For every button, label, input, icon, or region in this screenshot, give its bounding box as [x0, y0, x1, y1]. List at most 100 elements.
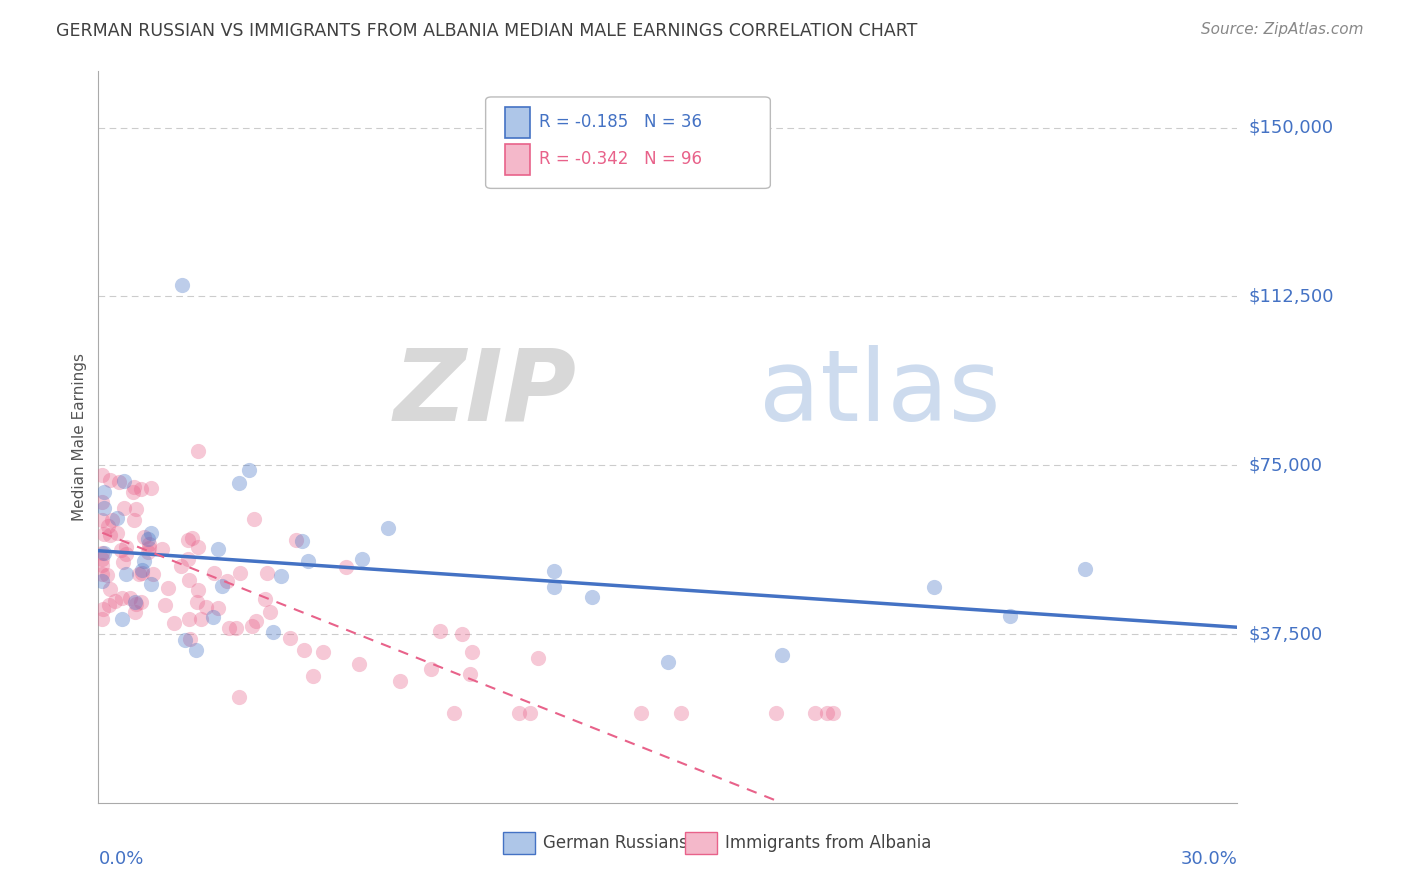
Point [519, 706, 541, 720]
Point [1074, 562, 1097, 576]
Point [155, 598, 177, 612]
Point [156, 582, 179, 596]
Point [132, 530, 155, 544]
Point [93, 500, 115, 515]
Text: Source: ZipAtlas.com: Source: ZipAtlas.com [1201, 22, 1364, 37]
Point [630, 706, 652, 720]
Point [297, 554, 319, 568]
Point [190, 611, 212, 625]
Point [770, 648, 793, 662]
Point [105, 526, 128, 541]
Point [207, 541, 229, 556]
Point [111, 556, 134, 570]
Y-axis label: Median Male Earnings: Median Male Earnings [72, 353, 87, 521]
Point [136, 545, 159, 559]
Point [111, 591, 134, 605]
Point [129, 482, 152, 496]
Point [138, 541, 160, 555]
Point [217, 574, 239, 589]
Text: GERMAN RUSSIAN VS IMMIGRANTS FROM ALBANIA MEDIAN MALE EARNINGS CORRELATION CHART: GERMAN RUSSIAN VS IMMIGRANTS FROM ALBANI… [56, 22, 918, 40]
Text: Immigrants from Albania: Immigrants from Albania [725, 834, 931, 852]
Text: atlas: atlas [759, 344, 1001, 442]
Point [253, 592, 276, 607]
Point [228, 475, 250, 490]
Point [142, 567, 165, 582]
Point [91, 513, 114, 527]
Text: $37,500: $37,500 [1249, 625, 1323, 643]
Point [122, 484, 145, 499]
Point [508, 706, 530, 720]
Point [129, 595, 152, 609]
Point [181, 531, 204, 545]
Point [114, 566, 136, 581]
Point [122, 513, 145, 527]
Point [112, 500, 135, 515]
Point [91, 602, 114, 616]
Point [98, 474, 121, 488]
Point [388, 673, 411, 688]
Point [124, 595, 146, 609]
Point [124, 597, 146, 611]
Point [136, 532, 159, 546]
Point [284, 533, 307, 548]
Point [228, 690, 250, 705]
Point [262, 624, 284, 639]
Point [202, 566, 225, 580]
Point [270, 569, 292, 583]
Point [291, 534, 314, 549]
Point [111, 612, 134, 626]
Point [245, 615, 267, 629]
Point [179, 632, 201, 647]
Point [669, 706, 692, 720]
Point [93, 484, 115, 499]
Text: R = -0.342   N = 96: R = -0.342 N = 96 [538, 150, 702, 169]
Point [243, 512, 266, 526]
Point [131, 566, 153, 580]
Point [458, 667, 481, 681]
Point [350, 552, 373, 566]
Point [177, 611, 200, 625]
Text: ZIP: ZIP [394, 344, 576, 442]
Point [91, 612, 114, 626]
Point [97, 599, 120, 613]
Point [225, 621, 247, 635]
Point [150, 541, 173, 556]
Text: German Russians: German Russians [543, 834, 688, 852]
Point [105, 511, 128, 525]
Point [256, 566, 278, 580]
Point [211, 579, 233, 593]
FancyBboxPatch shape [485, 97, 770, 188]
Point [194, 599, 217, 614]
Point [91, 566, 114, 581]
Point [128, 566, 150, 581]
Point [207, 600, 229, 615]
Point [429, 624, 451, 638]
Point [91, 546, 114, 560]
Point [543, 564, 565, 578]
Point [93, 546, 115, 560]
Point [163, 615, 186, 630]
Point [139, 525, 162, 540]
Point [443, 706, 465, 720]
Point [93, 526, 115, 541]
Point [131, 563, 153, 577]
Point [120, 591, 142, 605]
Point [173, 633, 195, 648]
Text: R = -0.185   N = 36: R = -0.185 N = 36 [538, 113, 702, 131]
Point [420, 662, 443, 676]
Point [229, 566, 252, 580]
Point [451, 627, 474, 641]
Point [657, 655, 679, 669]
FancyBboxPatch shape [505, 144, 530, 175]
Point [177, 551, 200, 566]
Point [312, 645, 335, 659]
Point [101, 513, 124, 527]
Point [91, 495, 114, 509]
FancyBboxPatch shape [685, 832, 717, 854]
Point [91, 468, 114, 483]
Point [543, 580, 565, 594]
FancyBboxPatch shape [503, 832, 534, 854]
Point [122, 479, 145, 493]
Point [187, 540, 209, 554]
Point [139, 481, 162, 495]
